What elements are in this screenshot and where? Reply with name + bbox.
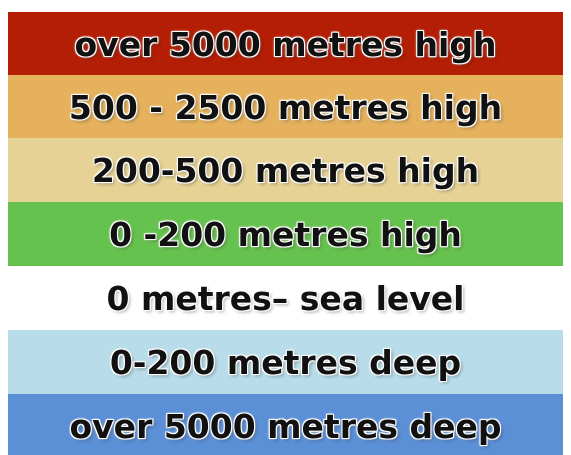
legend-band-0-200-high: 0 -200 metres high bbox=[8, 202, 563, 267]
legend-band-label: 0-200 metres deep bbox=[109, 343, 462, 382]
legend-band-500-2500-high: 500 - 2500 metres high bbox=[8, 75, 563, 140]
legend-band-200-500-high: 200-500 metres high bbox=[8, 138, 563, 203]
legend-band-label: 0 metres– sea level bbox=[106, 279, 465, 318]
legend-band-sea-level: 0 metres– sea level bbox=[8, 266, 563, 331]
legend-band-label: 0 -200 metres high bbox=[109, 215, 462, 254]
legend-band-label: 500 - 2500 metres high bbox=[68, 88, 503, 127]
legend-band-over-5000-high: over 5000 metres high bbox=[8, 12, 563, 77]
legend-band-0-200-deep: 0-200 metres deep bbox=[8, 330, 563, 395]
legend-band-label: over 5000 metres deep bbox=[69, 407, 502, 446]
legend-band-label: 200-500 metres high bbox=[91, 151, 480, 190]
legend-band-label: over 5000 metres high bbox=[74, 25, 497, 64]
legend-band-over-5000-deep: over 5000 metres deep bbox=[8, 394, 563, 455]
